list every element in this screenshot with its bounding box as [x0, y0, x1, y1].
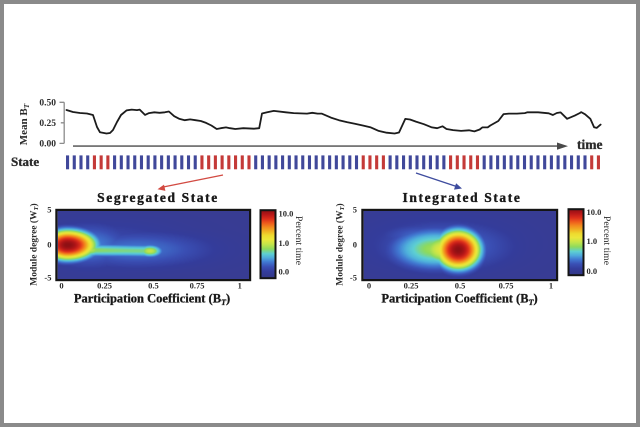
svg-text:0.5: 0.5 — [455, 281, 466, 291]
svg-text:0.0: 0.0 — [279, 267, 290, 277]
svg-text:1: 1 — [549, 281, 553, 291]
svg-text:Percent time: Percent time — [293, 216, 304, 266]
svg-text:-5: -5 — [350, 273, 357, 283]
svg-text:Percent time: Percent time — [601, 216, 612, 266]
svg-text:time: time — [577, 137, 602, 152]
svg-text:0.75: 0.75 — [499, 281, 514, 291]
svg-text:0: 0 — [353, 239, 357, 249]
svg-text:1: 1 — [238, 281, 242, 291]
svg-text:-5: -5 — [44, 273, 51, 283]
svg-text:Segregated State: Segregated State — [97, 190, 219, 205]
svg-text:Mean BT: Mean BT — [18, 103, 31, 145]
svg-text:0.25: 0.25 — [404, 281, 419, 291]
svg-text:0: 0 — [47, 239, 51, 249]
svg-text:0: 0 — [367, 281, 371, 291]
svg-text:0.25: 0.25 — [97, 281, 112, 291]
svg-text:State: State — [11, 154, 39, 169]
svg-text:Participation Coefficient (BT): Participation Coefficient (BT) — [381, 292, 537, 308]
svg-text:0: 0 — [59, 281, 63, 291]
svg-text:0.0: 0.0 — [587, 266, 598, 276]
svg-text:0.00: 0.00 — [39, 139, 56, 149]
svg-text:0.5: 0.5 — [148, 281, 159, 291]
svg-text:0.75: 0.75 — [190, 281, 205, 291]
svg-text:0.25: 0.25 — [39, 119, 56, 129]
svg-text:5: 5 — [353, 205, 357, 215]
svg-text:Module degree (WT): Module degree (WT) — [335, 203, 347, 285]
svg-text:Module degree (WT): Module degree (WT) — [29, 203, 41, 285]
svg-text:5: 5 — [47, 205, 51, 215]
svg-text:Participation Coefficient (BT): Participation Coefficient (BT) — [74, 292, 230, 308]
svg-text:10.0: 10.0 — [279, 209, 294, 219]
svg-text:10.0: 10.0 — [587, 207, 602, 217]
svg-text:0.50: 0.50 — [39, 99, 56, 109]
svg-text:1.0: 1.0 — [279, 238, 290, 248]
svg-text:1.0: 1.0 — [587, 236, 598, 246]
svg-text:Integrated State: Integrated State — [403, 190, 522, 205]
